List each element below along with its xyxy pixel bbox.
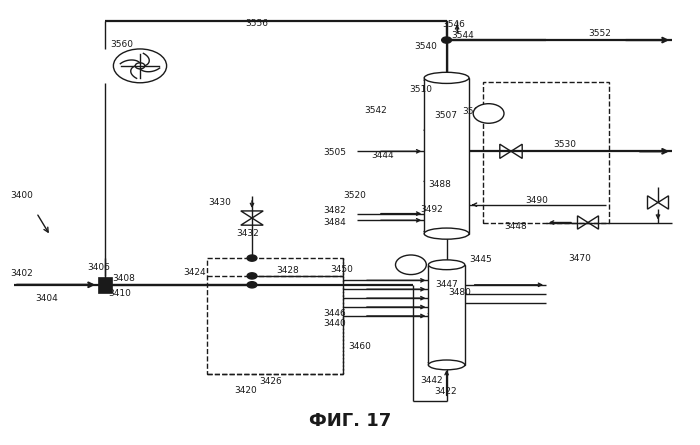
Text: 3424: 3424 [183, 268, 206, 277]
Text: 3432: 3432 [237, 229, 260, 238]
Text: 3470: 3470 [568, 254, 592, 263]
Ellipse shape [424, 72, 469, 83]
Text: 3560: 3560 [111, 40, 134, 49]
Circle shape [135, 63, 145, 69]
Text: 3422: 3422 [434, 387, 456, 396]
Circle shape [100, 282, 110, 288]
Text: 3488: 3488 [428, 180, 452, 189]
Polygon shape [578, 216, 588, 229]
Text: 3484: 3484 [323, 218, 346, 227]
Polygon shape [588, 216, 598, 229]
Text: 3480: 3480 [448, 288, 471, 297]
Text: 3430: 3430 [209, 198, 232, 207]
Text: 3490: 3490 [525, 196, 548, 205]
Polygon shape [511, 144, 522, 158]
Text: 3410: 3410 [108, 289, 132, 298]
Text: 3428: 3428 [276, 266, 300, 275]
Polygon shape [500, 144, 511, 158]
Text: 3400: 3400 [10, 191, 34, 200]
Text: 3542: 3542 [364, 106, 386, 115]
Bar [424, 78, 469, 234]
Ellipse shape [424, 228, 469, 239]
Text: 3530: 3530 [553, 140, 576, 149]
Ellipse shape [428, 260, 465, 270]
Text: 3552: 3552 [588, 29, 611, 38]
Text: 3540: 3540 [414, 42, 438, 51]
Circle shape [395, 255, 426, 275]
Text: 3482: 3482 [323, 206, 346, 215]
Bar [206, 258, 343, 374]
Circle shape [247, 282, 257, 288]
Circle shape [247, 255, 257, 261]
Text: 3546: 3546 [442, 20, 466, 29]
Polygon shape [658, 196, 668, 209]
Polygon shape [648, 196, 658, 209]
Text: 3402: 3402 [10, 269, 34, 278]
Text: 3442: 3442 [420, 376, 442, 385]
Text: 3447: 3447 [435, 280, 458, 289]
Text: ФИГ. 17: ФИГ. 17 [309, 412, 391, 429]
Text: 3445: 3445 [469, 255, 491, 264]
Circle shape [442, 37, 452, 43]
Text: 3460: 3460 [348, 342, 371, 351]
Ellipse shape [428, 360, 465, 370]
Text: 3406: 3406 [88, 263, 111, 271]
Bar [483, 82, 609, 222]
Text: 3544: 3544 [452, 31, 475, 40]
Text: 3510: 3510 [410, 85, 433, 93]
Circle shape [473, 104, 504, 123]
Circle shape [247, 273, 257, 279]
Text: 3446: 3446 [323, 309, 346, 318]
Text: 3508: 3508 [462, 107, 485, 116]
Polygon shape [241, 218, 263, 225]
Bar [98, 277, 112, 293]
Text: 3507: 3507 [434, 111, 457, 120]
Polygon shape [241, 211, 263, 218]
Text: 3448: 3448 [504, 222, 526, 231]
Text: 3450: 3450 [330, 265, 354, 274]
Text: 3505: 3505 [323, 148, 346, 157]
Bar [428, 265, 465, 365]
Text: 3556: 3556 [245, 19, 268, 28]
Text: 3408: 3408 [112, 274, 135, 283]
Text: 3420: 3420 [234, 386, 258, 395]
Circle shape [113, 49, 167, 83]
Text: 3520: 3520 [343, 191, 366, 200]
Text: 3426: 3426 [259, 377, 281, 386]
Text: 3404: 3404 [35, 294, 57, 303]
Text: 3444: 3444 [371, 151, 393, 160]
Text: 3440: 3440 [323, 319, 346, 328]
Text: 3492: 3492 [420, 205, 442, 214]
